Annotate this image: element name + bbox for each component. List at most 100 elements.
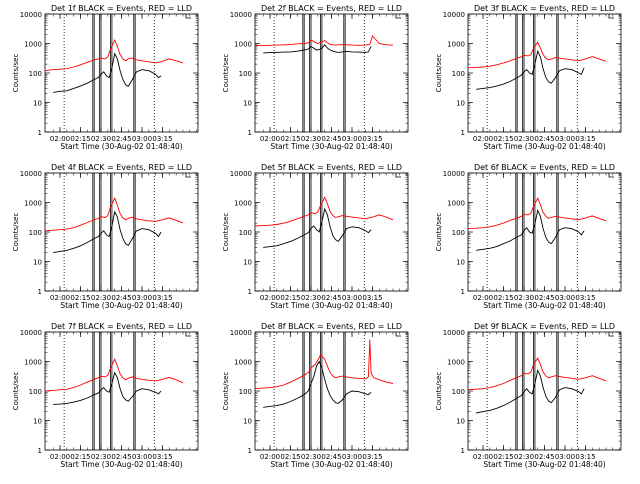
y-tick-label: 100 — [29, 388, 42, 396]
y-tick-label: 10000 — [443, 170, 465, 178]
panel-title: Det 2f BLACK = Events, RED = LLD — [261, 4, 402, 13]
y-tick-label: 100 — [452, 388, 465, 396]
panel-title: Det 6f BLACK = Events, RED = LLD — [474, 163, 615, 172]
y-tick-label: 10 — [456, 100, 465, 108]
series-events — [263, 44, 372, 54]
y-tick-label: 100 — [239, 70, 252, 78]
y-axis-label: Counts/sec — [222, 372, 230, 411]
y-tick-label: 10 — [456, 259, 465, 267]
y-axis-label: Counts/sec — [12, 372, 20, 411]
x-tick-label: 03:00 — [342, 294, 362, 302]
series-events — [53, 52, 162, 93]
y-tick-label: 10000 — [20, 329, 42, 337]
x-tick-label: 02:00 — [260, 135, 280, 143]
panel-title: Det 8f BLACK = Events, RED = LLD — [261, 322, 402, 331]
x-tick-label: 02:00 — [50, 294, 70, 302]
x-tick-label: 02:15 — [493, 294, 513, 302]
corner-bracket — [608, 173, 614, 178]
panel-det-8: Det 8f BLACK = Events, RED = LLD 1 10 100 10… — [222, 322, 409, 469]
x-tick-label: 03:15 — [362, 453, 382, 461]
x-tick-label: 03:15 — [152, 453, 172, 461]
y-axis-label: Counts/sec — [222, 54, 230, 93]
y-tick-label: 1000 — [24, 359, 42, 367]
panel-det-4: Det 4f BLACK = Events, RED = LLD 1 10 100 10… — [12, 163, 199, 310]
y-axis-label: Counts/sec — [12, 54, 20, 93]
series-events — [53, 371, 162, 405]
y-tick-label: 10000 — [230, 11, 252, 19]
x-tick-label: 02:30 — [91, 135, 111, 143]
x-tick-label: 03:15 — [362, 294, 382, 302]
x-tick-label: 02:00 — [473, 453, 493, 461]
series-events — [476, 49, 585, 90]
x-tick-label: 03:00 — [342, 135, 362, 143]
y-tick-label: 1000 — [24, 41, 42, 49]
series-lld — [44, 197, 184, 232]
x-axis-label: Start Time (30-Aug-02 01:48:40) — [483, 142, 605, 151]
y-tick-label: 100 — [29, 70, 42, 78]
x-tick-label: 02:15 — [493, 135, 513, 143]
x-axis-label: Start Time (30-Aug-02 01:48:40) — [60, 460, 182, 469]
y-tick-label: 1000 — [24, 200, 42, 208]
y-tick-label: 1000 — [234, 41, 252, 49]
x-tick-label: 02:00 — [260, 294, 280, 302]
y-tick-label: 10000 — [20, 170, 42, 178]
panel-det-9: Det 9f BLACK = Events, RED = LLD 1 10 100 10… — [435, 322, 622, 469]
x-tick-label: 02:15 — [280, 294, 300, 302]
y-tick-label: 1000 — [234, 200, 252, 208]
x-tick-label: 02:45 — [321, 135, 341, 143]
x-axis-label: Start Time (30-Aug-02 01:48:40) — [60, 301, 182, 310]
x-tick-label: 02:30 — [301, 453, 321, 461]
plot-frame — [254, 13, 409, 133]
x-tick-label: 02:45 — [111, 294, 131, 302]
panel-title: Det 9f BLACK = Events, RED = LLD — [474, 322, 615, 331]
x-tick-label: 02:00 — [473, 135, 493, 143]
x-axis-label: Start Time (30-Aug-02 01:48:40) — [483, 460, 605, 469]
y-tick-label: 1 — [38, 129, 42, 137]
panel-title: Det 5f BLACK = Events, RED = LLD — [261, 163, 402, 172]
series-lld — [254, 196, 394, 227]
y-tick-label: 10 — [243, 100, 252, 108]
series-lld — [254, 339, 394, 390]
series-events — [53, 210, 162, 254]
x-tick-label: 02:15 — [70, 294, 90, 302]
x-axis-label: Start Time (30-Aug-02 01:48:40) — [270, 301, 392, 310]
x-tick-label: 02:30 — [514, 453, 534, 461]
y-tick-label: 1 — [461, 129, 465, 137]
x-tick-label: 02:30 — [514, 135, 534, 143]
corner-bracket — [608, 14, 614, 19]
panel-title: Det 3f BLACK = Events, RED = LLD — [474, 4, 615, 13]
x-tick-label: 03:15 — [152, 135, 172, 143]
x-tick-label: 02:30 — [91, 453, 111, 461]
series-lld — [467, 197, 607, 230]
x-tick-label: 02:15 — [70, 453, 90, 461]
y-axis-label: Counts/sec — [435, 213, 443, 252]
series-lld — [254, 35, 394, 47]
x-tick-label: 02:45 — [321, 453, 341, 461]
y-tick-label: 1 — [248, 447, 252, 455]
y-axis-label: Counts/sec — [12, 213, 20, 252]
plot-frame — [44, 13, 199, 133]
y-tick-label: 1 — [461, 447, 465, 455]
panel-det-3: Det 3f BLACK = Events, RED = LLD 1 10 100 10… — [435, 4, 622, 151]
corner-bracket — [395, 173, 401, 178]
series-events — [263, 360, 372, 408]
plot-frame — [254, 331, 409, 451]
x-tick-label: 03:00 — [555, 453, 575, 461]
x-tick-label: 02:45 — [534, 135, 554, 143]
y-tick-label: 1000 — [234, 359, 252, 367]
x-tick-label: 02:45 — [111, 135, 131, 143]
x-tick-label: 02:00 — [50, 453, 70, 461]
panel-det-2: Det 2f BLACK = Events, RED = LLD 1 10 100 10… — [222, 4, 409, 151]
y-tick-label: 1 — [38, 447, 42, 455]
x-tick-label: 03:15 — [575, 294, 595, 302]
corner-bracket — [185, 173, 191, 178]
panel-det-7: Det 7f BLACK = Events, RED = LLD 1 10 100 10… — [12, 322, 199, 469]
panel-det-5: Det 5f BLACK = Events, RED = LLD 1 10 100 10… — [222, 163, 409, 310]
x-tick-label: 02:00 — [260, 453, 280, 461]
series-events — [476, 369, 585, 414]
series-events — [263, 207, 372, 248]
x-axis-label: Start Time (30-Aug-02 01:48:40) — [60, 142, 182, 151]
series-lld — [44, 38, 184, 72]
y-axis-label: Counts/sec — [435, 54, 443, 93]
